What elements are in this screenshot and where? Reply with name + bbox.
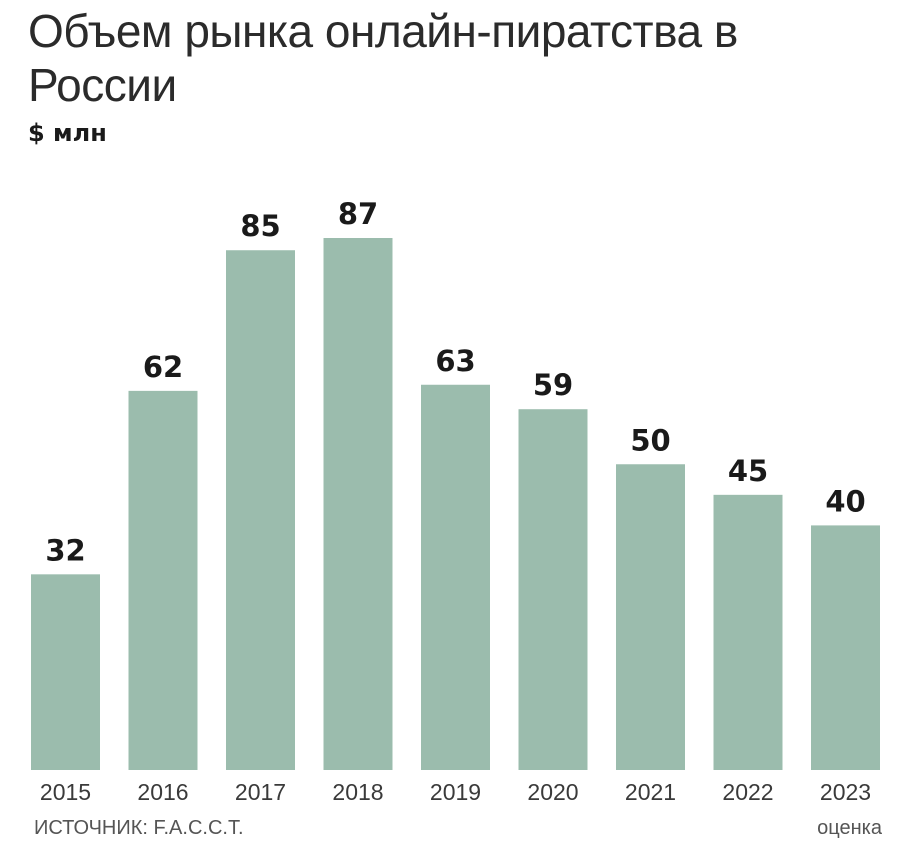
value-label-2020: 59: [533, 368, 573, 402]
bar-2023: [811, 525, 880, 770]
x-tick-label-2023: 2023: [820, 779, 871, 805]
x-tick-label-2019: 2019: [430, 779, 481, 805]
value-label-2017: 85: [240, 209, 280, 243]
bar-2015: [31, 574, 100, 770]
value-label-2021: 50: [630, 423, 670, 457]
x-tick-label-2016: 2016: [137, 779, 188, 805]
value-label-2016: 62: [143, 350, 183, 384]
bar-2020: [518, 409, 588, 770]
x-tick-label-2020: 2020: [527, 779, 578, 805]
value-label-2023: 40: [825, 484, 865, 518]
value-label-2019: 63: [435, 344, 475, 378]
bar-2017: [226, 250, 295, 771]
estimate-note: оценка: [817, 817, 882, 839]
value-label-2018: 87: [338, 197, 378, 231]
bar-2021: [616, 464, 685, 770]
bar-2019: [421, 384, 490, 770]
unit-label: $ млн: [28, 119, 107, 147]
bar-2018: [323, 238, 393, 770]
chart-title: Объем рынка онлайн-пиратства в России: [28, 5, 738, 111]
source-note: ИСТОЧНИК: F.A.C.C.T.: [34, 817, 244, 839]
x-tick-label-2018: 2018: [332, 779, 383, 805]
x-tick-label-2021: 2021: [625, 779, 676, 805]
x-tick-label-2017: 2017: [235, 779, 286, 805]
value-label-2022: 45: [728, 454, 768, 488]
bar-2016: [128, 390, 198, 770]
bar-2022: [713, 494, 783, 770]
x-tick-label-2022: 2022: [722, 779, 773, 805]
value-label-2015: 32: [45, 533, 85, 567]
x-tick-label-2015: 2015: [40, 779, 91, 805]
